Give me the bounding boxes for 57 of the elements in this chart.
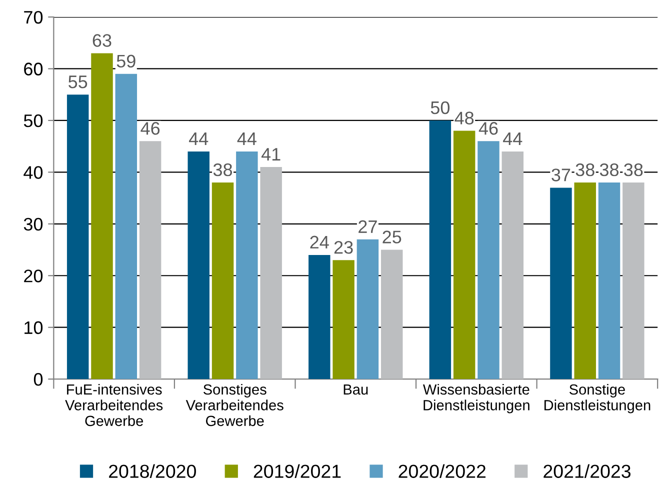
bar [308, 254, 330, 380]
y-tick-label: 40 [24, 166, 43, 179]
y-tick-label: 60 [24, 62, 43, 76]
legend-label: 2020/2022 [398, 464, 486, 478]
legend-label: 2021/2023 [544, 464, 630, 478]
data-label: 37 [552, 168, 570, 182]
bar [380, 250, 403, 380]
data-label: 59 [116, 54, 136, 68]
bar [139, 141, 162, 380]
x-tick-label: Wissensbasierte Dienstleistungen [422, 384, 530, 414]
data-label: 38 [600, 163, 619, 176]
bar [478, 141, 500, 380]
bar [550, 188, 572, 380]
bar [332, 260, 354, 380]
data-label: 25 [382, 230, 402, 244]
x-tick-label: FuE-intensives Verarbeitendes Gewerbe [65, 384, 163, 426]
bar [212, 182, 234, 380]
data-label: 24 [310, 236, 329, 248]
x-tick-label: Sonstiges Verarbeitendes Gewerbe [186, 384, 284, 426]
data-label: 23 [334, 240, 353, 254]
data-label: 38 [624, 163, 643, 176]
y-tick-label: 50 [24, 114, 43, 128]
data-label: 44 [503, 132, 522, 145]
y-tick-label: 0 [34, 373, 43, 386]
bar [260, 167, 282, 380]
bar [574, 182, 596, 380]
y-tick-label: 70 [24, 10, 43, 24]
data-label: 63 [92, 34, 112, 47]
data-label: 50 [430, 101, 450, 114]
bar [622, 182, 644, 380]
data-label: 48 [454, 112, 474, 124]
x-tick-label: Sonstige Dienstleistungen [544, 384, 650, 414]
bar [502, 151, 524, 380]
bar [188, 151, 210, 380]
y-tick-label: 20 [24, 270, 43, 282]
data-label: 41 [261, 148, 280, 160]
data-label: 38 [213, 163, 232, 176]
y-tick-label: 10 [24, 321, 43, 334]
bar [91, 53, 113, 380]
bar [429, 120, 452, 380]
data-label: 55 [68, 76, 88, 88]
bar [598, 182, 620, 380]
y-tick-label: 30 [24, 218, 43, 231]
data-label: 44 [237, 132, 256, 145]
x-tick-label: Bau [344, 384, 368, 395]
bar [66, 94, 89, 380]
legend-label: 2019/2021 [254, 464, 341, 478]
bar [356, 239, 379, 380]
data-label: 38 [576, 163, 594, 176]
data-label: 46 [478, 122, 498, 135]
data-label: 27 [358, 220, 377, 233]
data-label: 46 [140, 122, 160, 135]
bar [115, 74, 138, 380]
bar [236, 151, 258, 380]
legend-label: 2018/2020 [109, 464, 196, 478]
bar [453, 130, 476, 380]
data-label: 44 [188, 132, 208, 145]
